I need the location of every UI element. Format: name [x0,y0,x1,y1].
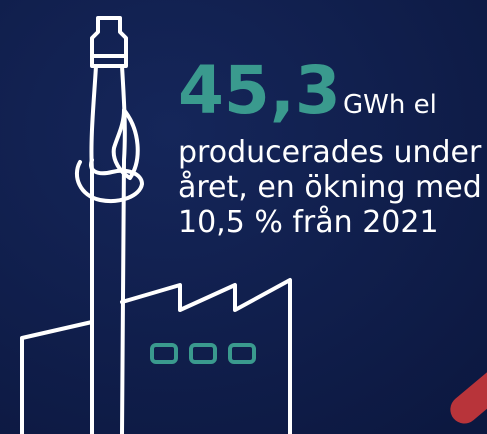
body-line: producerades under [178,135,482,170]
body-line: året, en ökning med [178,170,482,205]
body-line: 10,5 % från 2021 [178,205,439,240]
headline-unit: GWh el [343,90,437,120]
page: 45,3 GWh el producerades under året, en … [0,0,487,434]
infographic: 45,3 GWh el producerades under året, en … [0,0,487,434]
headline-value: 45,3 [178,52,341,129]
